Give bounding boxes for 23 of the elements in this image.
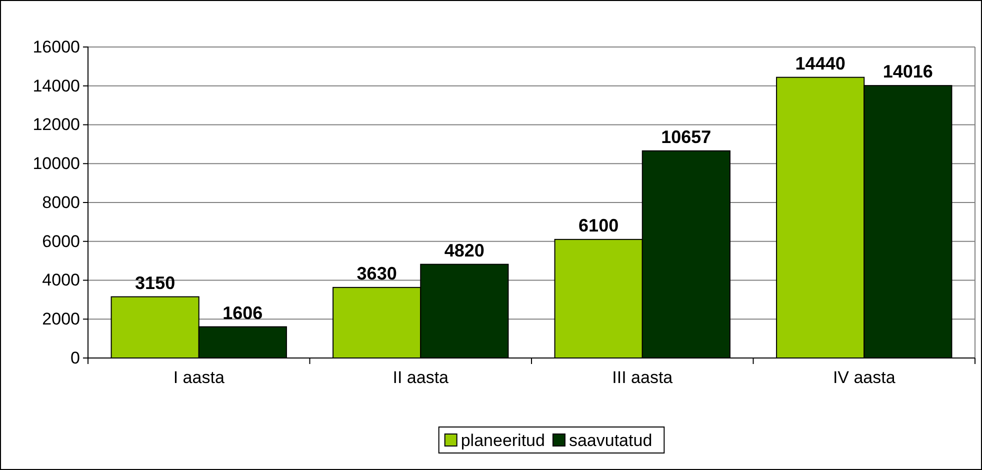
- x-tick-label: II aasta: [392, 368, 450, 388]
- data-label: 4820: [444, 240, 484, 260]
- legend-label: saavutatud: [568, 431, 652, 450]
- x-tick-label: IV aasta: [832, 368, 896, 388]
- y-tick-label: 6000: [42, 232, 80, 251]
- y-tick-label: 12000: [32, 115, 80, 134]
- data-label: 14016: [882, 62, 933, 82]
- y-tick-label: 0: [70, 348, 80, 368]
- data-label: 1606: [222, 302, 263, 323]
- y-tick-label: 2000: [42, 310, 80, 329]
- y-tick-label: 10000: [32, 154, 80, 174]
- data-label: 3630: [356, 263, 397, 284]
- data-label: 6100: [578, 215, 619, 236]
- x-tick-label: III aasta: [612, 368, 674, 388]
- data-label: 10657: [661, 126, 712, 147]
- legend-label: planeeritud: [460, 431, 545, 450]
- y-tick-label: 16000: [32, 37, 80, 56]
- y-tick-label: 8000: [42, 192, 80, 212]
- y-tick-label: 14000: [32, 76, 80, 96]
- data-label: 14440: [795, 53, 846, 74]
- y-tick-label: 4000: [42, 270, 80, 290]
- x-tick-label: I aasta: [173, 368, 225, 388]
- data-label: 3150: [135, 272, 176, 293]
